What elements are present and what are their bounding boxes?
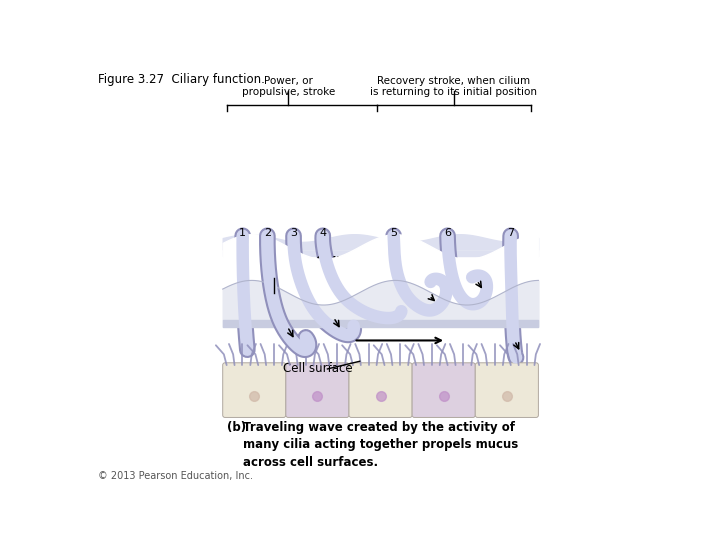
Text: 3: 3 [290,228,297,238]
FancyBboxPatch shape [222,363,286,417]
Text: Power, or
propulsive, stroke: Power, or propulsive, stroke [241,76,335,97]
Text: 5: 5 [390,228,397,238]
Text: 7: 7 [507,228,514,238]
FancyBboxPatch shape [412,363,475,417]
FancyBboxPatch shape [475,363,539,417]
FancyBboxPatch shape [349,363,412,417]
Text: 6: 6 [444,228,451,238]
Text: 1: 1 [239,228,246,238]
Text: Figure 3.27  Ciliary function.: Figure 3.27 Ciliary function. [98,72,265,85]
Text: © 2013 Pearson Education, Inc.: © 2013 Pearson Education, Inc. [98,471,253,481]
Text: 4: 4 [319,228,326,238]
Text: (b): (b) [227,421,246,434]
Text: Cell surface: Cell surface [283,362,352,375]
FancyBboxPatch shape [286,363,349,417]
Text: Recovery stroke, when cilium
is returning to its initial position: Recovery stroke, when cilium is returnin… [370,76,537,97]
Text: (a) Phases of ciliary motion.: (a) Phases of ciliary motion. [234,256,421,269]
Text: 2: 2 [264,228,271,238]
Text: Traveling wave created by the activity of
many cilia acting together propels muc: Traveling wave created by the activity o… [243,421,518,469]
Text: Layer of mucus: Layer of mucus [257,276,348,289]
